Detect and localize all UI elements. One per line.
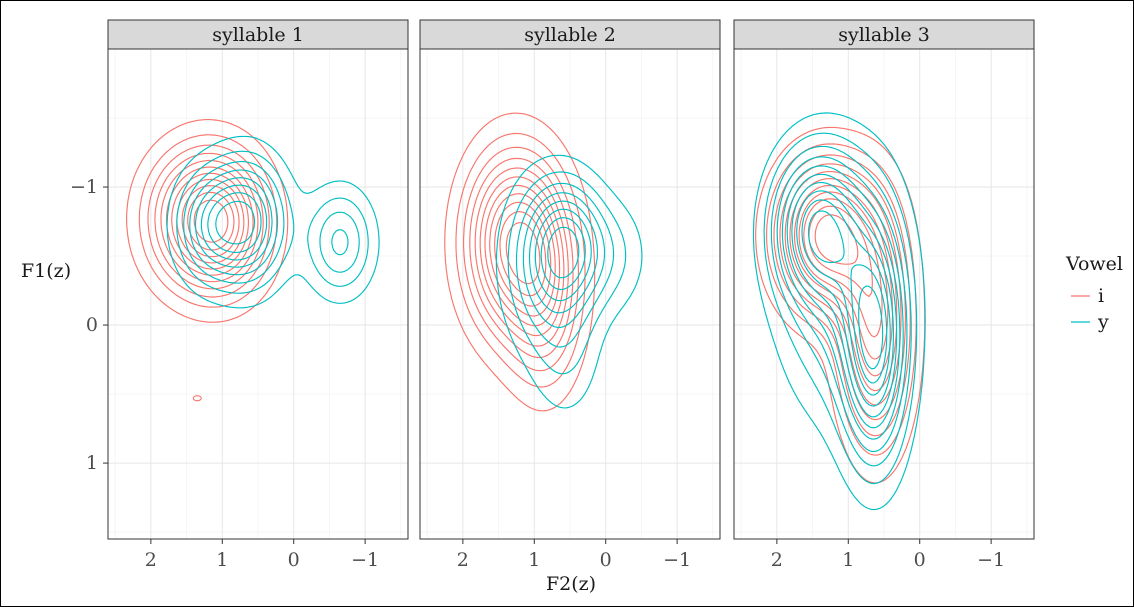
contour-line-i <box>160 159 259 283</box>
facet-strip-label: syllable 2 <box>524 24 616 46</box>
x-tick-label: −1 <box>663 549 691 571</box>
facet-panel-3: syllable 3 <box>733 19 1035 540</box>
contour-island-i <box>192 395 202 402</box>
contour-line-i <box>147 144 270 298</box>
x-tick-label: 2 <box>457 549 469 571</box>
contour-line-y <box>770 145 912 467</box>
contour-line-i <box>154 152 264 290</box>
contour-line-y <box>200 184 268 261</box>
contour-line-y <box>776 156 908 453</box>
panel-contours <box>126 119 380 402</box>
y-tick-label: −1 <box>70 176 98 198</box>
facet-strip-label: syllable 1 <box>212 24 304 46</box>
x-tick-label: 0 <box>288 549 300 571</box>
contour-line-i <box>789 178 898 392</box>
contour-line-i <box>499 211 547 297</box>
x-tick-label: 2 <box>145 549 157 571</box>
contour-line-i <box>444 112 596 412</box>
y-axis: −1 0 1 <box>70 176 108 474</box>
contour-line-i <box>793 184 894 377</box>
y-tick-label: 0 <box>86 314 98 336</box>
legend-title: Vowel <box>1065 253 1123 275</box>
contour-line-i <box>463 146 579 372</box>
panel-contours <box>752 112 926 511</box>
legend-label-i: i <box>1098 285 1104 307</box>
contour-line-i <box>489 193 556 317</box>
facet-panel-2: syllable 2 <box>419 19 721 540</box>
contour-line-y <box>752 112 926 511</box>
contour-line-y <box>522 192 606 328</box>
panel-contours <box>444 112 643 412</box>
panel-border <box>733 48 1035 540</box>
facet-panel-1: syllable 1 <box>107 19 409 540</box>
panel-grid <box>108 49 408 539</box>
y-tick-label: 1 <box>86 452 98 474</box>
contour-line-y <box>515 182 615 348</box>
contour-series-y <box>752 112 926 511</box>
legend-label-y: y <box>1097 311 1109 333</box>
contour-line-y <box>540 217 586 291</box>
x-axis-title: F2(z) <box>546 573 596 595</box>
facet-strip <box>733 19 1035 50</box>
x-tick-label: 1 <box>842 549 854 571</box>
x-tick-label: 1 <box>216 549 228 571</box>
contour-line-y <box>763 132 918 485</box>
contour-series-y <box>166 135 380 309</box>
contour-series-y <box>495 154 643 409</box>
facet-strip-label: syllable 3 <box>838 24 930 46</box>
facet-strip <box>419 19 721 50</box>
facet-panels: syllable 1 syllable 2 syllable 3 <box>107 19 1035 540</box>
contour-line-i <box>171 172 249 270</box>
x-tick-label: −1 <box>977 549 1005 571</box>
x-tick-label: −1 <box>351 549 379 571</box>
contour-line-y <box>215 200 256 245</box>
contour-line-y <box>786 173 901 429</box>
contour-line-i <box>126 119 289 323</box>
y-axis-title: F1(z) <box>21 260 71 282</box>
contour-line-y <box>796 190 894 407</box>
contour-line-y <box>507 171 627 375</box>
contour-line-y <box>791 181 898 418</box>
contour-line-i <box>798 191 889 360</box>
contour-line-y <box>801 199 891 396</box>
contour-line-i <box>479 176 565 337</box>
contour-line-i <box>474 167 569 347</box>
contour-line-y <box>183 161 360 284</box>
panel-border <box>419 48 721 540</box>
contour-line-i <box>814 214 859 265</box>
legend: Vowel i y <box>1065 253 1123 333</box>
contour-line-y <box>166 135 380 309</box>
panel-border <box>107 48 409 540</box>
x-axis: 2 1 0 −1 2 1 0 −1 2 1 0 −1 <box>145 539 1005 571</box>
contour-line-y <box>858 285 884 370</box>
contour-series-i <box>126 119 289 402</box>
contour-line-y <box>176 150 369 294</box>
contour-line-y <box>207 192 262 253</box>
x-tick-label: 2 <box>771 549 783 571</box>
contour-line-y <box>495 154 643 409</box>
contour-line-y <box>781 165 904 440</box>
x-tick-label: 0 <box>600 549 612 571</box>
contour-line-y <box>194 177 273 268</box>
x-tick-label: 0 <box>914 549 926 571</box>
contour-line-y <box>189 169 349 276</box>
contour-line-y <box>528 200 598 314</box>
contour-line-y <box>547 226 580 279</box>
x-tick-label: 1 <box>528 549 540 571</box>
contour-line-y <box>534 208 592 302</box>
contour-line-i <box>494 201 552 307</box>
contour-line-y <box>807 210 888 384</box>
facet-strip <box>107 19 409 50</box>
contour-line-i <box>469 157 574 359</box>
